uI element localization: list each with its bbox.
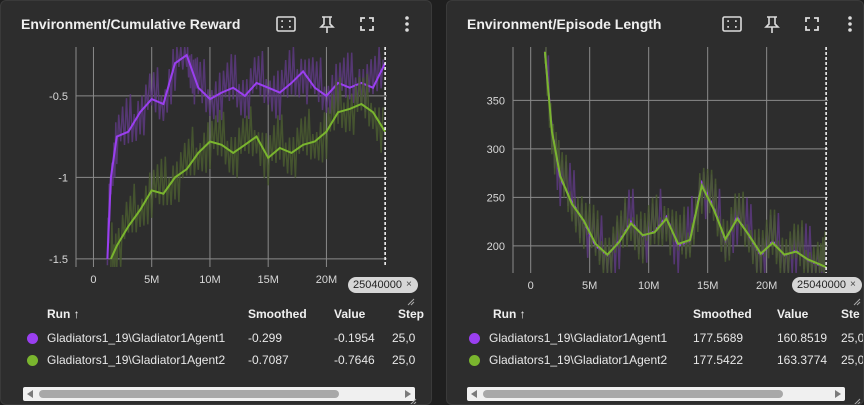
step-value: 25,0 <box>392 353 416 367</box>
card-header: Environment/Cumulative Reward <box>1 1 431 47</box>
fit-domain-icon[interactable] <box>275 13 297 35</box>
y-tick-label: -1.5 <box>49 254 68 266</box>
y-tick-label: 300 <box>487 144 505 156</box>
y-tick-label: 250 <box>487 192 505 204</box>
y-tick-label: 200 <box>487 241 505 253</box>
scroll-left-icon[interactable] <box>471 390 477 398</box>
x-tick-label: 20M <box>756 280 777 292</box>
scroll-right-icon[interactable] <box>405 390 411 398</box>
x-tick-label: 5M <box>582 280 597 292</box>
x-tick-label: 10M <box>199 274 220 286</box>
smoothed-value: 177.5422 <box>693 353 744 367</box>
step-chip-value: 25040000 <box>797 279 846 291</box>
run-color-dot <box>27 333 38 344</box>
table-row[interactable]: Gladiators1_19\Gladiator1Agent1 -0.299 -… <box>1 331 431 353</box>
horizontal-scrollbar[interactable] <box>23 387 415 401</box>
x-tick-label: 0 <box>528 280 534 292</box>
header-smoothed[interactable]: Smoothed <box>248 307 307 321</box>
header-smoothed[interactable]: Smoothed <box>693 307 752 321</box>
table-row[interactable]: Gladiators1_19\Gladiator1Agent2 -0.7087 … <box>1 353 431 375</box>
card-episode-length: Environment/Episode Length 350 300 250 200 0… <box>446 0 864 405</box>
smoothed-value: -0.299 <box>248 331 283 345</box>
card-title: Environment/Cumulative Reward <box>21 16 241 32</box>
raw-value: 160.8519 <box>777 331 828 345</box>
run-name: Gladiators1_19\Gladiator1Agent1 <box>489 331 668 345</box>
more-vert-icon[interactable] <box>396 13 418 35</box>
x-tick-label: 15M <box>257 274 278 286</box>
header-value[interactable]: Value <box>777 307 809 321</box>
series-line <box>543 51 827 269</box>
y-tick-label: -1 <box>58 172 68 184</box>
raw-series-band <box>106 47 384 266</box>
header-value[interactable]: Value <box>334 307 366 321</box>
step-chip-value: 25040000 <box>353 279 402 291</box>
fit-domain-icon[interactable] <box>721 13 743 35</box>
card-title: Environment/Episode Length <box>467 16 662 32</box>
raw-series-band <box>110 73 384 267</box>
raw-series-band <box>544 47 826 273</box>
scrollbar-thumb[interactable] <box>39 390 339 398</box>
y-tick-label: -0.5 <box>49 91 68 103</box>
x-tick-label: 15M <box>697 280 718 292</box>
step-value: 25,0 <box>392 331 416 345</box>
episode-length-plot[interactable]: 350 300 250 200 0 5M 10M 15M 20M <box>447 47 863 293</box>
table-resize-grip-icon[interactable] <box>409 393 417 404</box>
raw-value: -0.7646 <box>334 353 375 367</box>
series-line <box>106 53 386 259</box>
header-run[interactable]: Run ↑ <box>47 307 80 321</box>
scroll-right-icon[interactable] <box>835 390 841 398</box>
smoothed-value: 177.5689 <box>693 331 744 345</box>
x-tick-label: 10M <box>638 280 659 292</box>
card-header: Environment/Episode Length <box>447 1 863 47</box>
step-value: 25,0 <box>841 331 864 345</box>
pin-icon[interactable] <box>316 13 338 35</box>
run-name: Gladiators1_19\Gladiator1Agent2 <box>47 353 226 367</box>
reward-plot[interactable]: -0.5 -1 -1.5 0 5M 10M 15M 20M <box>1 47 431 293</box>
more-vert-icon[interactable] <box>839 13 861 35</box>
chip-close-icon[interactable]: × <box>406 279 412 290</box>
x-tick-label: 5M <box>144 274 159 286</box>
header-step[interactable]: Ste <box>841 307 860 321</box>
run-name: Gladiators1_19\Gladiator1Agent1 <box>47 331 226 345</box>
series-line <box>109 102 386 260</box>
table-row[interactable]: Gladiators1_19\Gladiator1Agent2 177.5422… <box>447 353 863 375</box>
step-value: 25,0 <box>841 353 864 367</box>
header-run[interactable]: Run ↑ <box>493 307 526 321</box>
run-name: Gladiators1_19\Gladiator1Agent2 <box>489 353 668 367</box>
fullscreen-icon[interactable] <box>801 13 823 35</box>
x-tick-label: 0 <box>90 274 96 286</box>
scroll-left-icon[interactable] <box>27 390 33 398</box>
x-tick-label: 20M <box>316 274 337 286</box>
resize-grip-icon[interactable] <box>407 293 415 306</box>
run-color-dot <box>469 355 480 366</box>
step-chip[interactable]: 25040000 × <box>348 277 418 293</box>
resize-grip-icon[interactable] <box>853 293 861 306</box>
run-color-dot <box>27 355 38 366</box>
scrollbar-thumb[interactable] <box>483 390 783 398</box>
episode-length-chart: 350 300 250 200 0 5M 10M 15M 20M <box>487 47 828 292</box>
raw-value: 163.3774 <box>777 353 828 367</box>
header-step[interactable]: Step <box>398 307 425 321</box>
smoothed-value: -0.7087 <box>248 353 289 367</box>
horizontal-scrollbar[interactable] <box>467 387 845 401</box>
step-chip[interactable]: 25040000 × <box>792 277 862 293</box>
raw-value: -0.1954 <box>334 331 375 345</box>
card-cumulative-reward: Environment/Cumulative Reward -0.5 -1 -1.5… <box>0 0 432 405</box>
reward-chart: -0.5 -1 -1.5 0 5M 10M 15M 20M <box>49 47 387 286</box>
table-resize-grip-icon[interactable] <box>853 393 861 404</box>
chip-close-icon[interactable]: × <box>850 279 856 290</box>
y-tick-label: 350 <box>487 95 505 107</box>
run-color-dot <box>469 333 480 344</box>
fullscreen-icon[interactable] <box>356 13 378 35</box>
table-row[interactable]: Gladiators1_19\Gladiator1Agent1 177.5689… <box>447 331 863 353</box>
pin-icon[interactable] <box>761 13 783 35</box>
